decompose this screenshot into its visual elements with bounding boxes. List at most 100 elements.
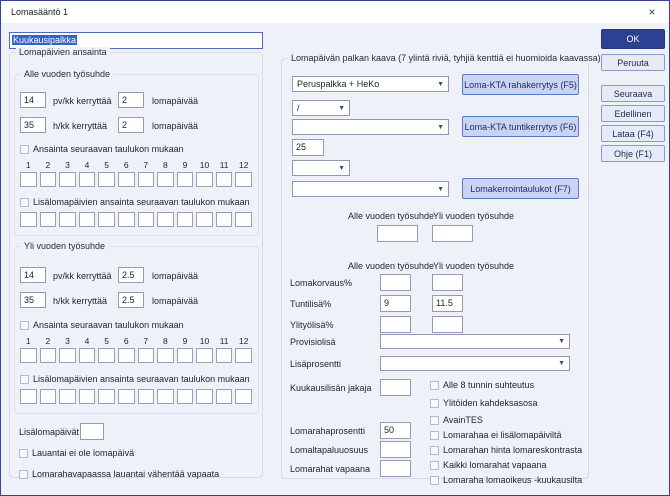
- avaintes-checkbox[interactable]: AvainTES: [430, 415, 483, 425]
- saturday-bonus-checkbox[interactable]: Lomarahavapaassa lauantai vähentää vapaa…: [19, 469, 219, 479]
- month-value-input[interactable]: [59, 389, 76, 404]
- month-value-input[interactable]: [235, 212, 252, 227]
- cancel-button[interactable]: Peruuta: [601, 54, 665, 71]
- ylityolisa-over-input[interactable]: [432, 316, 463, 333]
- help-button[interactable]: Ohje (F1): [601, 145, 665, 162]
- top-over-input[interactable]: [432, 225, 473, 242]
- tuntilisa-over-input[interactable]: 11.5: [432, 295, 463, 312]
- month-value-input[interactable]: [196, 172, 213, 187]
- overtime8-checkbox[interactable]: Ylitöiden kahdeksasosa: [430, 398, 538, 408]
- rule-name-input[interactable]: Kuukausipalkka: [9, 32, 263, 49]
- over-table-checkbox[interactable]: Ansainta seuraavan taulukon mukaan: [20, 320, 184, 330]
- month-value-input[interactable]: [59, 212, 76, 227]
- return-share-input[interactable]: [380, 441, 411, 458]
- month-value-input[interactable]: [157, 348, 174, 363]
- month-value-input[interactable]: [157, 212, 174, 227]
- month-value-input[interactable]: [196, 212, 213, 227]
- close-icon[interactable]: ×: [648, 5, 656, 19]
- next-button[interactable]: Seuraava: [601, 85, 665, 102]
- month-value-input[interactable]: [59, 172, 76, 187]
- month-value-input[interactable]: [78, 389, 96, 404]
- under-hours-result-input[interactable]: 2: [118, 117, 144, 133]
- over-extra-table-checkbox[interactable]: Lisälomapäivien ansainta seuraavan taulu…: [20, 374, 250, 384]
- month-value-input[interactable]: [20, 212, 37, 227]
- month-value-input[interactable]: [235, 172, 252, 187]
- formula-dropdown-5[interactable]: ▼: [292, 181, 449, 197]
- month-value-input[interactable]: [157, 389, 174, 404]
- no-extra-days-bonus-checkbox[interactable]: Lomarahaa ei lisälomapäiviltä: [430, 430, 562, 440]
- month-value-input[interactable]: [39, 172, 57, 187]
- month-value-input[interactable]: [196, 348, 213, 363]
- month-value-input[interactable]: [176, 389, 194, 404]
- bonus-price-checkbox[interactable]: Lomarahan hinta lomareskontrasta: [430, 445, 582, 455]
- month-value-input[interactable]: [20, 348, 37, 363]
- formula-dropdown-3[interactable]: ▼: [292, 119, 449, 135]
- month-value-input[interactable]: [78, 172, 96, 187]
- previous-button[interactable]: Edellinen: [601, 105, 665, 122]
- provisio-dropdown[interactable]: ▼: [380, 334, 570, 349]
- entitlement-months-checkbox[interactable]: Lomaraha lomaoikeus -kuukausilta: [430, 475, 582, 485]
- month-value-input[interactable]: [215, 389, 233, 404]
- month-value-input[interactable]: [39, 212, 57, 227]
- over-days-result-input[interactable]: 2.5: [118, 267, 144, 283]
- under8-checkbox[interactable]: Alle 8 tunnin suhteutus: [430, 380, 534, 390]
- formula-number-input[interactable]: 25: [292, 139, 324, 156]
- month-value-input[interactable]: [117, 212, 135, 227]
- month-value-input[interactable]: [78, 348, 96, 363]
- month-value-input[interactable]: [20, 172, 37, 187]
- formula-dropdown-4[interactable]: ▼: [292, 160, 350, 176]
- ylityolisa-under-input[interactable]: [380, 316, 411, 333]
- month-value-input[interactable]: [39, 348, 57, 363]
- load-button[interactable]: Lataa (F4): [601, 125, 665, 142]
- month-value-input[interactable]: [20, 389, 37, 404]
- under-extra-table-checkbox[interactable]: Lisälomapäivien ansainta seuraavan taulu…: [20, 197, 250, 207]
- over-hours-result-input[interactable]: 2.5: [118, 292, 144, 308]
- under-table-checkbox[interactable]: Ansainta seuraavan taulukon mukaan: [20, 144, 184, 154]
- month-value-input[interactable]: [235, 389, 252, 404]
- month-value-input[interactable]: [98, 389, 115, 404]
- month-value-input[interactable]: [98, 172, 115, 187]
- month-value-input[interactable]: [196, 389, 213, 404]
- under-days-input[interactable]: 14: [20, 92, 46, 108]
- month-value-input[interactable]: [39, 389, 57, 404]
- loma-kta-money-button[interactable]: Loma-KTA rahakerrytys (F5): [462, 74, 579, 95]
- loma-kta-hours-button[interactable]: Loma-KTA tuntikerrytys (F6): [462, 116, 579, 137]
- month-value-input[interactable]: [98, 212, 115, 227]
- all-bonus-free-checkbox[interactable]: Kaikki lomarahat vapaana: [430, 460, 547, 470]
- loma-kerroin-tables-button[interactable]: Lomakerrointaulukot (F7): [462, 178, 579, 199]
- under-days-result-input[interactable]: 2: [118, 92, 144, 108]
- month-value-input[interactable]: [137, 212, 155, 227]
- over-days-input[interactable]: 14: [20, 267, 46, 283]
- saturday-checkbox[interactable]: Lauantai ei ole lomapäivä: [19, 448, 134, 458]
- month-value-input[interactable]: [59, 348, 76, 363]
- extra-days-input[interactable]: [80, 423, 104, 440]
- formula-dropdown-1[interactable]: Peruspalkka + HeKo ▼: [292, 76, 449, 92]
- bonus-free-input[interactable]: [380, 460, 411, 477]
- month-value-input[interactable]: [215, 212, 233, 227]
- month-value-input[interactable]: [117, 389, 135, 404]
- under-hours-input[interactable]: 35: [20, 117, 46, 133]
- month-value-input[interactable]: [176, 348, 194, 363]
- month-value-input[interactable]: [137, 348, 155, 363]
- lomakorvaus-under-input[interactable]: [380, 274, 411, 291]
- month-value-input[interactable]: [137, 172, 155, 187]
- bonus-pct-input[interactable]: 50: [380, 422, 411, 439]
- lisaprosentti-dropdown[interactable]: ▼: [380, 356, 570, 371]
- ok-button[interactable]: OK: [601, 29, 665, 49]
- top-under-input[interactable]: [377, 225, 418, 242]
- formula-dropdown-2[interactable]: / ▼: [292, 100, 350, 116]
- month-value-input[interactable]: [98, 348, 115, 363]
- tuntilisa-under-input[interactable]: 9: [380, 295, 411, 312]
- over-hours-input[interactable]: 35: [20, 292, 46, 308]
- month-value-input[interactable]: [117, 172, 135, 187]
- month-value-input[interactable]: [215, 348, 233, 363]
- month-value-input[interactable]: [176, 212, 194, 227]
- month-value-input[interactable]: [215, 172, 233, 187]
- month-value-input[interactable]: [78, 212, 96, 227]
- month-value-input[interactable]: [235, 348, 252, 363]
- lomakorvaus-over-input[interactable]: [432, 274, 463, 291]
- month-value-input[interactable]: [176, 172, 194, 187]
- month-value-input[interactable]: [157, 172, 174, 187]
- month-value-input[interactable]: [137, 389, 155, 404]
- month-value-input[interactable]: [117, 348, 135, 363]
